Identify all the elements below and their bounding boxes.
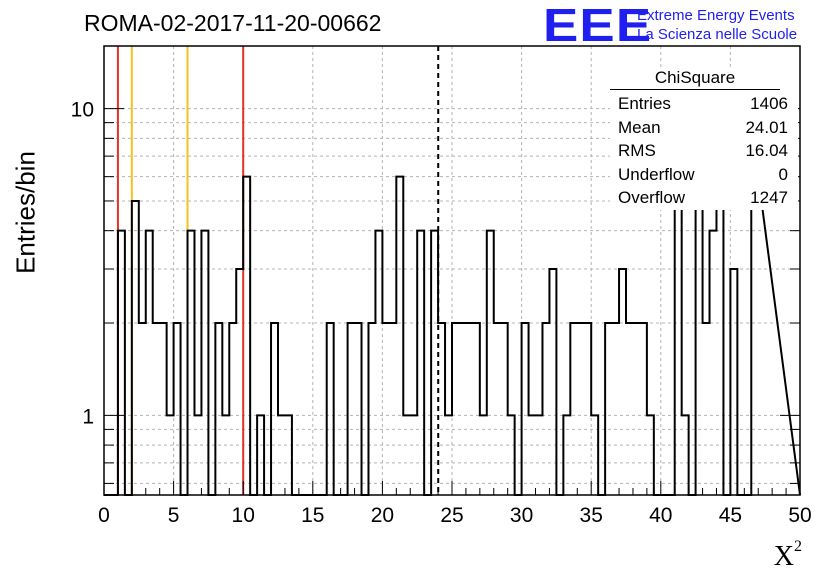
- x-tick-label: 35: [580, 504, 603, 527]
- stats-row: RMS 16.04: [610, 139, 798, 163]
- stats-label: Overflow: [618, 188, 686, 207]
- x-tick-label: 30: [510, 504, 533, 527]
- stats-value: 1406: [750, 94, 788, 113]
- stats-value: 16.04: [745, 141, 788, 160]
- eee-logo: EEE: [543, 0, 653, 51]
- x-tick-label: 5: [168, 504, 180, 527]
- x-tick-label: 50: [788, 504, 811, 527]
- stats-row: Underflow 0: [610, 163, 798, 187]
- x-tick-label: 25: [440, 504, 463, 527]
- stats-value: 0: [778, 164, 788, 184]
- stats-value: 24.01: [745, 117, 788, 137]
- stats-label: Underflow: [618, 164, 695, 184]
- stats-row: Entries 1406: [610, 92, 798, 116]
- stats-title: ChiSquare: [610, 68, 780, 90]
- x-axis-label-base: X: [773, 541, 794, 572]
- y-tick-label: 10: [71, 99, 94, 122]
- stats-box: ChiSquare Entries 1406 Mean 24.01 RMS 16…: [610, 68, 798, 210]
- stats-row: Mean 24.01: [610, 116, 798, 140]
- x-tick-label: 15: [301, 504, 324, 527]
- x-tick-label: 10: [232, 504, 255, 527]
- stats-row: Overflow 1247: [610, 186, 798, 210]
- y-tick-label: 1: [82, 405, 94, 428]
- logo-caption: Extreme Energy Events La Scienza nelle S…: [637, 6, 797, 44]
- chart-title: ROMA-02-2017-11-20-00662: [84, 10, 382, 36]
- x-tick-label: 0: [98, 504, 110, 527]
- logo-line-1: Extreme Energy Events: [637, 7, 795, 24]
- x-axis-label: X2: [774, 538, 802, 573]
- x-axis-label-superscript: 2: [794, 538, 802, 555]
- y-axis-label: Entries/bin: [10, 151, 41, 274]
- x-tick-label: 40: [649, 504, 672, 527]
- x-tick-label: 20: [371, 504, 394, 527]
- logo-line-2: La Scienza nelle Scuole: [637, 26, 798, 43]
- y-axis-label-box: Entries/bin: [4, 112, 44, 312]
- stats-value: 1247: [750, 188, 788, 207]
- stats-label: Entries: [618, 94, 671, 113]
- x-tick-label: 45: [719, 504, 742, 527]
- stats-label: RMS: [618, 141, 656, 160]
- stats-label: Mean: [618, 117, 661, 137]
